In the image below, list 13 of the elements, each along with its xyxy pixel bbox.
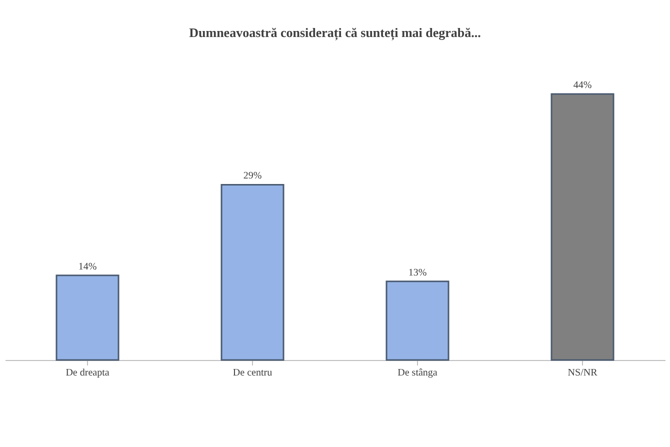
bar (550, 93, 614, 361)
x-tick-label: De stânga (398, 368, 438, 378)
bar (220, 184, 284, 361)
data-label: 13% (408, 267, 427, 278)
chart-title: Dumneavoastră considerați că sunteți mai degrabă... (189, 25, 481, 42)
bar (386, 280, 450, 361)
data-label: 29% (243, 170, 262, 182)
data-label: 14% (78, 261, 97, 272)
x-tick-label: De dreapta (66, 368, 110, 378)
x-tick-label: NS/NR (568, 368, 598, 378)
data-label: 44% (573, 80, 592, 92)
x-tick-label: De centru (232, 368, 272, 378)
bar (56, 274, 120, 361)
